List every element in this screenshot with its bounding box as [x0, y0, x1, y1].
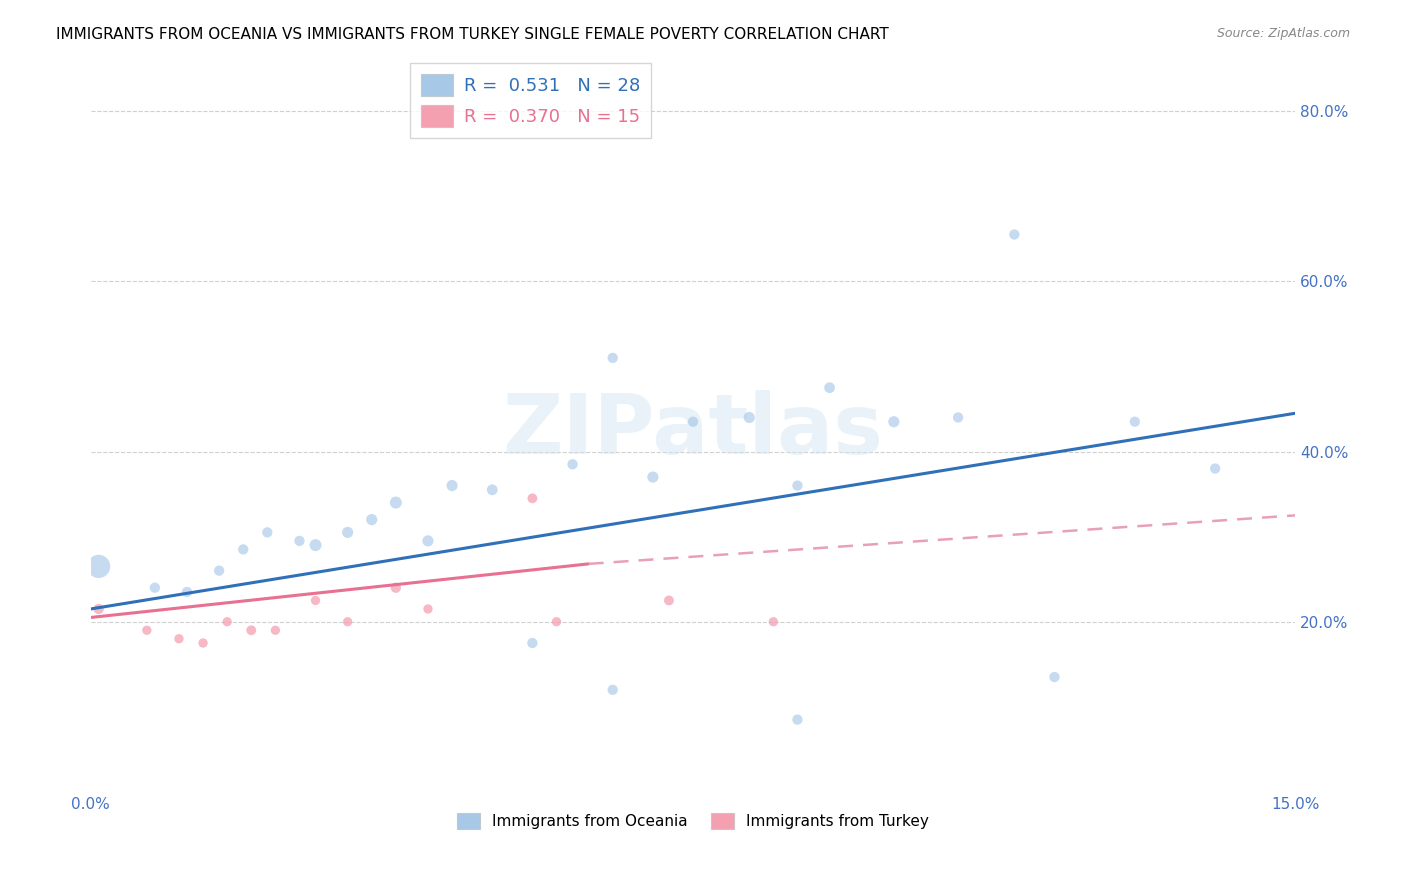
Point — [360, 513, 382, 527]
Point — [738, 410, 761, 425]
Point — [481, 483, 503, 497]
Point — [304, 538, 326, 552]
Point — [176, 585, 198, 599]
Text: IMMIGRANTS FROM OCEANIA VS IMMIGRANTS FROM TURKEY SINGLE FEMALE POVERTY CORRELAT: IMMIGRANTS FROM OCEANIA VS IMMIGRANTS FR… — [56, 27, 889, 42]
Point — [416, 533, 439, 548]
Point — [946, 410, 969, 425]
Point — [167, 632, 190, 646]
Point — [304, 593, 326, 607]
Point — [191, 636, 214, 650]
Point — [336, 525, 359, 540]
Point — [818, 381, 841, 395]
Text: ZIPatlas: ZIPatlas — [502, 390, 883, 471]
Point — [336, 615, 359, 629]
Point — [602, 351, 624, 365]
Point — [208, 564, 231, 578]
Point — [1204, 461, 1226, 475]
Point — [786, 713, 808, 727]
Point — [232, 542, 254, 557]
Point — [264, 624, 287, 638]
Point — [385, 581, 408, 595]
Point — [240, 624, 263, 638]
Point — [1123, 415, 1146, 429]
Point — [546, 615, 568, 629]
Point — [641, 470, 664, 484]
Point — [441, 478, 464, 492]
Point — [522, 491, 544, 506]
Point — [762, 615, 785, 629]
Text: Source: ZipAtlas.com: Source: ZipAtlas.com — [1216, 27, 1350, 40]
Point — [135, 624, 157, 638]
Point — [602, 682, 624, 697]
Point — [561, 457, 583, 471]
Point — [682, 415, 704, 429]
Legend: Immigrants from Oceania, Immigrants from Turkey: Immigrants from Oceania, Immigrants from… — [451, 806, 935, 835]
Point — [87, 602, 110, 616]
Point — [87, 559, 110, 574]
Point — [143, 581, 166, 595]
Point — [1002, 227, 1025, 242]
Point — [288, 533, 311, 548]
Point — [883, 415, 905, 429]
Point — [256, 525, 278, 540]
Point — [786, 478, 808, 492]
Point — [1043, 670, 1066, 684]
Point — [416, 602, 439, 616]
Point — [217, 615, 239, 629]
Point — [522, 636, 544, 650]
Point — [385, 495, 408, 509]
Point — [658, 593, 681, 607]
